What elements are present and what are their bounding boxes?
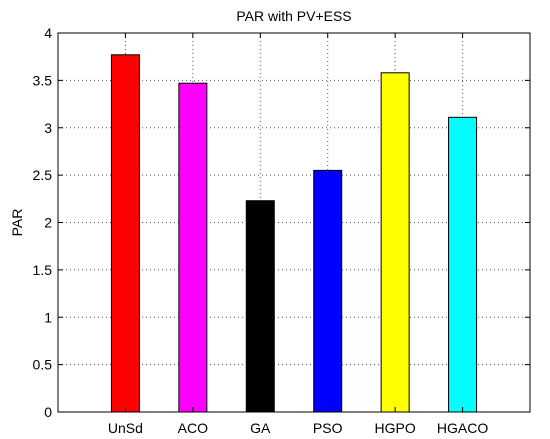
chart-title: PAR with PV+ESS xyxy=(236,8,351,24)
x-tick-label: UnSd xyxy=(108,420,143,436)
y-tick-label: 0 xyxy=(44,404,52,420)
bar-unsd xyxy=(110,54,140,413)
y-tick-label: 1.5 xyxy=(33,262,53,278)
bar-ga xyxy=(245,200,275,413)
y-tick-label: 3.5 xyxy=(33,72,53,88)
grid-lines xyxy=(58,33,530,412)
x-tick-label: HGACO xyxy=(437,420,488,436)
bar-pso xyxy=(313,169,343,413)
x-tick-labels: UnSd ACO GA PSO HGPO HGACO xyxy=(108,420,488,436)
y-tick-label: 2 xyxy=(44,215,52,231)
x-tick-label: GA xyxy=(250,420,271,436)
y-tick-label: 3 xyxy=(44,120,52,136)
y-axis-label: PAR xyxy=(9,209,25,237)
bar-hgaco xyxy=(448,116,478,413)
y-tick-label: 0.5 xyxy=(33,357,53,373)
x-tick-label: HGPO xyxy=(375,420,416,436)
bar-hgpo xyxy=(380,72,410,413)
y-tick-label: 1 xyxy=(44,309,52,325)
y-tick-labels: 0 0.5 1 1.5 2 2.5 3 3.5 4 xyxy=(33,25,53,420)
axis-ticks xyxy=(58,32,530,413)
x-tick-label: PSO xyxy=(313,420,343,436)
bar-aco xyxy=(178,82,208,413)
y-tick-label: 4 xyxy=(44,25,52,41)
x-tick-label: ACO xyxy=(178,420,208,436)
y-tick-label: 2.5 xyxy=(33,167,53,183)
